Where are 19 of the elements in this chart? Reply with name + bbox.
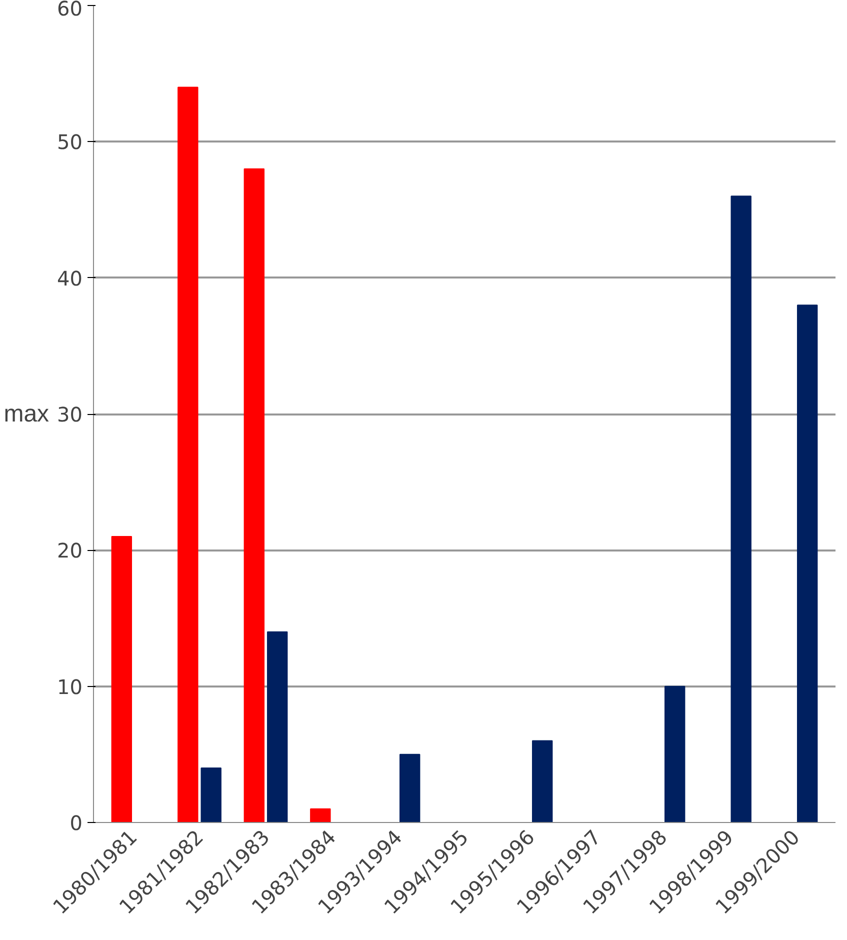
bar [532,740,553,822]
bar [178,86,198,822]
bar [111,536,132,822]
bar [244,168,265,822]
y-tick-label: 10 [57,674,83,699]
y-tick-label: 40 [57,266,83,290]
y-tick-label: 50 [57,130,83,154]
bar [664,686,686,822]
y-tick-label: 30 [57,402,83,426]
y-tick-label: 0 [70,811,83,835]
y-axis-title: max [4,400,50,428]
y-tick-label: 20 [57,538,83,563]
bar [730,196,752,822]
bar [200,768,222,822]
y-tick-label: 60 [57,0,83,20]
bar [266,631,288,822]
bar [310,808,331,822]
bar [796,304,818,822]
bar [399,754,420,822]
